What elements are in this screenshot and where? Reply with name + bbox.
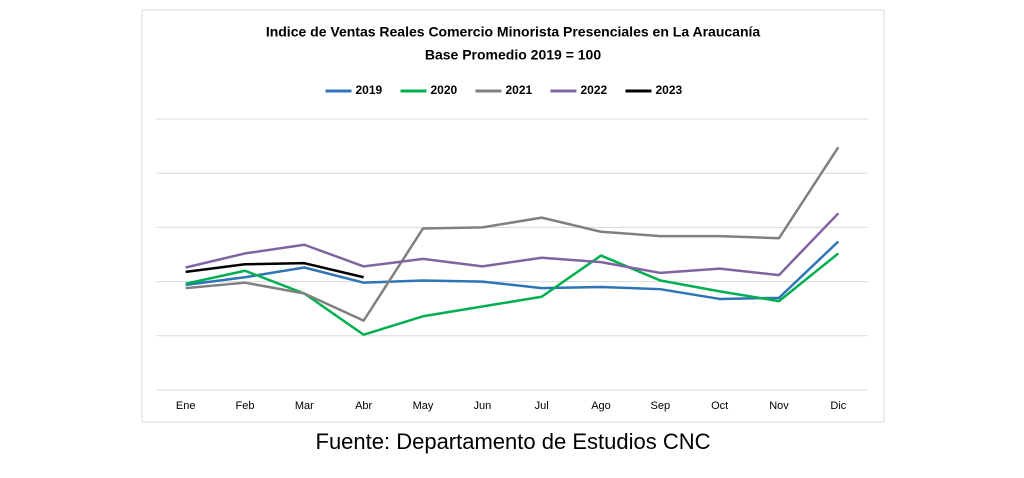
x-tick-label: Nov [769,400,789,412]
x-tick-label: Oct [711,400,728,412]
x-tick-label: Sep [651,400,671,412]
x-tick-label: Abr [355,400,372,412]
series-line [185,240,840,301]
legend-label: 2020 [431,83,458,97]
x-tick-label: Mar [295,400,314,412]
x-tick-label: Ago [591,400,611,412]
legend-label: 2019 [356,83,383,97]
legend-label: 2022 [581,83,608,97]
x-tick-label: Feb [236,400,255,412]
source: Fuente: Departamento de Estudios CNC [316,429,711,454]
series-line [185,212,840,277]
chart-frame [141,9,885,423]
x-tick-label: Ene [176,400,196,412]
series-line [185,252,840,336]
series-line [185,146,840,322]
chart-subtitle: Base Promedio 2019 = 100 [425,47,601,63]
x-tick-label: Jul [535,400,549,412]
legend-label: 2023 [656,83,683,97]
x-tick-label: Dic [830,400,846,412]
series-line [185,261,364,279]
x-tick-label: May [413,400,434,412]
chart-title: Indice de Ventas Reales Comercio Minoris… [266,24,761,40]
legend-label: 2021 [506,83,533,97]
x-tick-label: Jun [473,400,491,412]
